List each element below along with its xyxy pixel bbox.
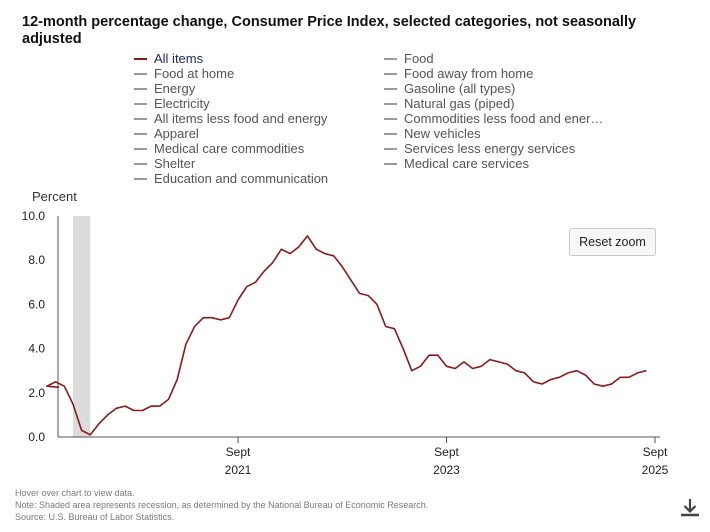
footnote-recession: Note: Shaded area represents recession, … [15, 500, 429, 510]
legend-label: Gasoline (all types) [404, 81, 516, 96]
y-tick-label: 2.0 [28, 386, 45, 400]
series-line-all-items [46, 235, 647, 436]
legend-swatch [384, 162, 397, 165]
legend-swatch [384, 87, 397, 90]
legend-swatch [134, 162, 147, 165]
legend-item-left-8[interactable]: Education and communication [134, 171, 328, 186]
legend-label: All items [154, 51, 204, 66]
x-tick-month-0: Sept [226, 445, 251, 459]
y-tick-label: 4.0 [28, 342, 45, 356]
legend-label: Food away from home [404, 66, 534, 81]
legend-item-right-3[interactable]: Natural gas (piped) [384, 96, 515, 111]
legend-swatch [134, 117, 147, 120]
legend-item-left-7[interactable]: Shelter [134, 156, 195, 171]
legend-item-right-5[interactable]: New vehicles [384, 126, 481, 141]
legend-label: Natural gas (piped) [404, 96, 515, 111]
legend-swatch [384, 57, 397, 60]
y-tick-label: 0.0 [28, 430, 45, 444]
legend-label: Commodities less food and ener… [404, 111, 604, 126]
legend-item-left-6[interactable]: Medical care commodities [134, 141, 304, 156]
legend-swatch [134, 87, 147, 90]
y-axis-label: Percent [32, 189, 77, 204]
legend-label: New vehicles [404, 126, 481, 141]
x-tick-month-2: Sept [643, 445, 668, 459]
legend-swatch [134, 72, 147, 75]
legend-label: Food at home [154, 66, 235, 81]
legend-label: Education and communication [154, 171, 329, 186]
download-icon[interactable] [678, 496, 702, 520]
legend-label: Food [404, 51, 434, 66]
legend-item-left-0[interactable]: All items [134, 51, 203, 66]
legend-item-left-5[interactable]: Apparel [134, 126, 199, 141]
legend-item-right-4[interactable]: Commodities less food and ener… [384, 111, 603, 126]
y-tick-label: 6.0 [28, 297, 45, 311]
footnote-source: Source: U.S. Bureau of Labor Statistics. [15, 512, 175, 522]
legend-swatch [384, 72, 397, 75]
legend-label: Medical care commodities [154, 141, 305, 156]
legend-item-right-1[interactable]: Food away from home [384, 66, 533, 81]
chart-title: 12-month percentage change, Consumer Pri… [22, 14, 637, 47]
legend-label: All items less food and energy [154, 111, 328, 126]
legend-swatch [384, 117, 397, 120]
x-tick-year-0: 2021 [225, 463, 252, 477]
legend-swatch [134, 132, 147, 135]
legend-item-left-3[interactable]: Electricity [134, 96, 210, 111]
y-tick-label: 10.0 [22, 209, 46, 223]
legend-label: Services less energy services [404, 141, 576, 156]
legend-swatch [134, 147, 147, 150]
recession-band [72, 216, 91, 437]
legend-label: Shelter [154, 156, 196, 171]
legend-item-right-6[interactable]: Services less energy services [384, 141, 575, 156]
legend-item-left-2[interactable]: Energy [134, 81, 195, 96]
legend-item-right-7[interactable]: Medical care services [384, 156, 529, 171]
x-tick-year-1: 2023 [433, 463, 460, 477]
legend-label: Energy [154, 81, 196, 96]
legend-swatch [134, 57, 147, 60]
x-tick-month-1: Sept [434, 445, 459, 459]
legend-swatch [134, 177, 147, 180]
x-tick-year-2: 2025 [642, 463, 669, 477]
legend-swatch [384, 102, 397, 105]
legend-item-left-4[interactable]: All items less food and energy [134, 111, 327, 126]
legend-item-right-0[interactable]: Food [384, 51, 434, 66]
legend-label: Apparel [154, 126, 199, 141]
legend-item-right-2[interactable]: Gasoline (all types) [384, 81, 515, 96]
legend-swatch [134, 102, 147, 105]
legend-item-left-1[interactable]: Food at home [134, 66, 234, 81]
legend-label: Electricity [154, 96, 210, 111]
legend-swatch [384, 132, 397, 135]
y-tick-label: 8.0 [28, 253, 45, 267]
footnote-hover: Hover over chart to view data. [15, 488, 135, 498]
reset-zoom-button[interactable]: Reset zoom [569, 228, 656, 256]
legend-label: Medical care services [404, 156, 529, 171]
legend-swatch [384, 147, 397, 150]
